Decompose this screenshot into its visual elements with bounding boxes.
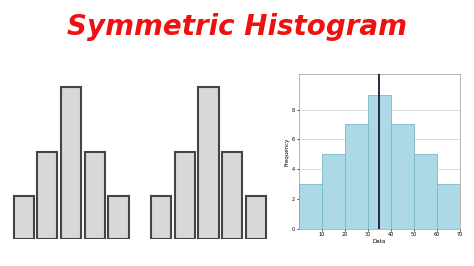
Bar xyxy=(85,152,105,239)
Bar xyxy=(222,152,242,239)
Bar xyxy=(391,124,414,229)
X-axis label: Data: Data xyxy=(373,239,386,244)
Bar xyxy=(246,196,266,239)
Bar xyxy=(109,196,128,239)
Bar xyxy=(175,152,195,239)
Bar xyxy=(414,154,437,229)
Text: Symmetric Histogram: Symmetric Histogram xyxy=(67,13,407,41)
Y-axis label: Frequency: Frequency xyxy=(284,138,289,166)
Bar xyxy=(61,87,81,239)
Bar xyxy=(299,184,322,229)
Bar xyxy=(437,184,460,229)
Bar xyxy=(322,154,345,229)
Bar xyxy=(37,152,57,239)
Bar xyxy=(199,87,219,239)
Bar xyxy=(14,196,34,239)
Bar xyxy=(151,196,171,239)
Bar xyxy=(345,124,368,229)
Bar xyxy=(368,95,391,229)
